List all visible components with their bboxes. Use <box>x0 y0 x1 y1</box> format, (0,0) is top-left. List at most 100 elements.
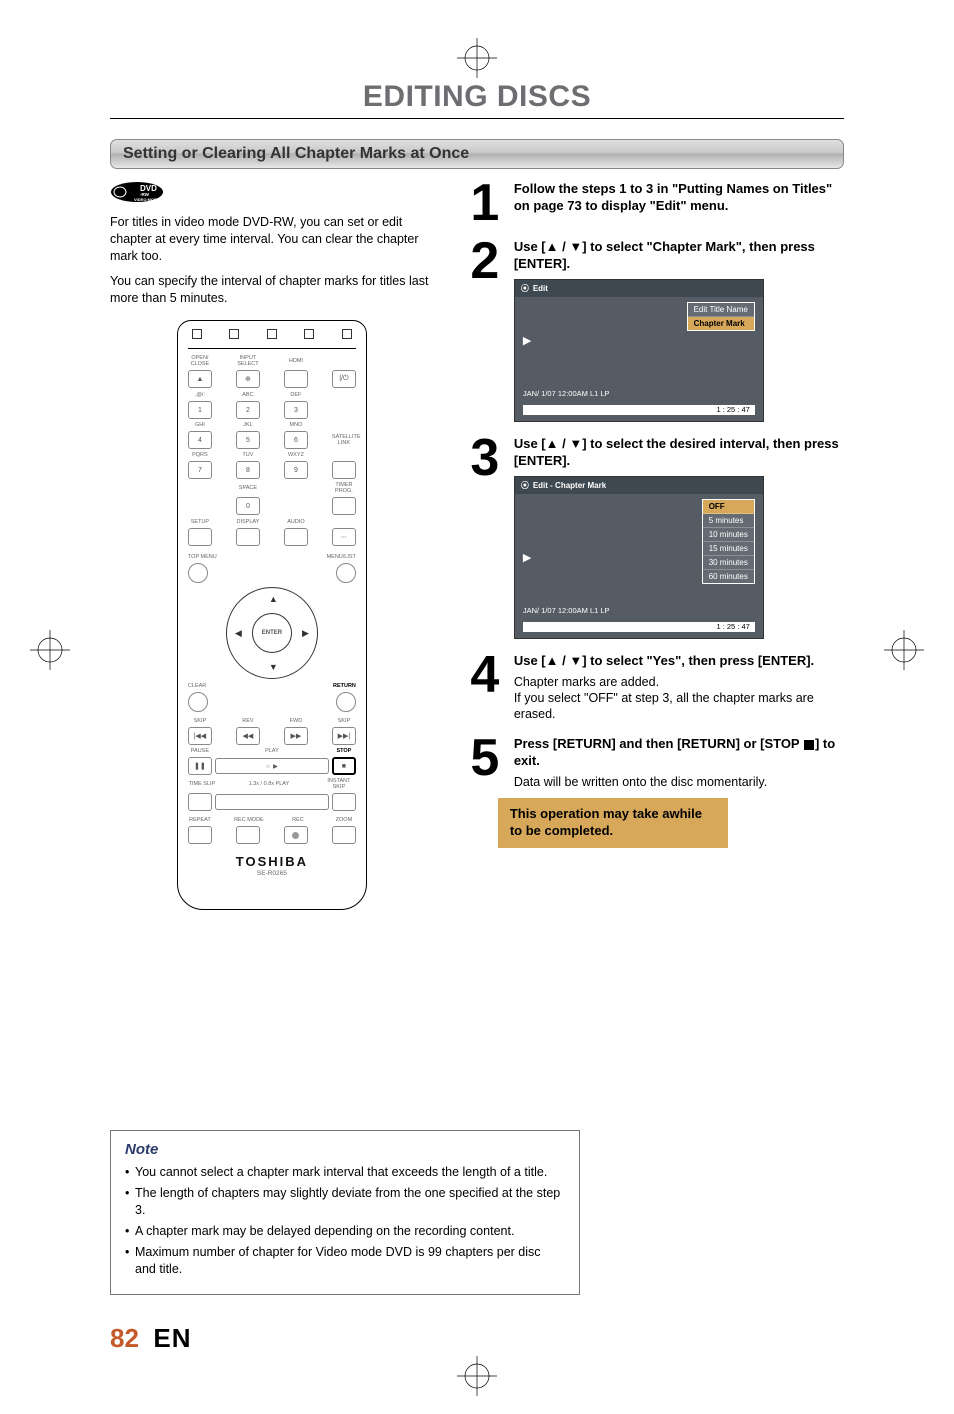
note-box: Note You cannot select a chapter mark in… <box>110 1130 580 1294</box>
power-button[interactable]: |/⏻ <box>332 370 356 388</box>
note-item: The length of chapters may slightly devi… <box>125 1185 565 1219</box>
title-rule <box>110 118 844 119</box>
section-heading-bar: Setting or Clearing All Chapter Marks at… <box>110 139 844 169</box>
down-triangle-icon: ▼ <box>569 239 582 254</box>
up-triangle-icon: ▲ <box>546 436 559 451</box>
power-icon: |/⏻ <box>339 375 348 383</box>
page-number: 82 <box>110 1323 139 1353</box>
time-slip-button[interactable] <box>188 793 212 811</box>
osd-progress-bar: 1 : 25 : 47 <box>523 405 755 415</box>
down-triangle-icon: ▼ <box>569 436 582 451</box>
speed-play-button[interactable] <box>215 794 329 810</box>
keypad-7-button[interactable]: 7 <box>188 461 212 479</box>
page-lang: EN <box>153 1323 191 1353</box>
clear-button[interactable] <box>188 692 208 712</box>
down-arrow-icon: ▼ <box>269 662 278 672</box>
page-title: EDITING DISCS <box>110 80 844 114</box>
keypad-2-button[interactable]: 2 <box>236 401 260 419</box>
highlight-note: This operation may take awhile to be com… <box>498 798 728 848</box>
step-number: 4 <box>464 653 506 723</box>
svg-text:VIDEO MODE: VIDEO MODE <box>134 197 160 202</box>
zoom-button[interactable] <box>332 826 356 844</box>
rec-button[interactable] <box>284 826 308 844</box>
rev-button[interactable]: ◀◀ <box>236 727 260 745</box>
step-number: 2 <box>464 239 506 422</box>
record-icon <box>292 832 299 839</box>
stop-button[interactable]: ■ <box>332 757 356 775</box>
timer-prog-button[interactable] <box>332 497 356 515</box>
remote-model: SE-R0265 <box>188 870 356 877</box>
step-2: 2 Use [▲ / ▼] to select "Chapter Mark", … <box>464 239 844 422</box>
subtitle-button[interactable]: ⋯ <box>332 528 356 546</box>
step-number: 1 <box>464 181 506 225</box>
page-footer: 82 EN <box>110 1323 844 1354</box>
step-heading: Use [▲ / ▼] to select the desired interv… <box>514 436 844 470</box>
step-subtext: If you select "OFF" at step 3, all the c… <box>514 690 844 723</box>
open-close-button[interactable]: ▲ <box>188 370 212 388</box>
pause-button[interactable]: ❚❚ <box>188 757 212 775</box>
note-item: A chapter mark may be delayed depending … <box>125 1223 565 1240</box>
keypad-3-button[interactable]: 3 <box>284 401 308 419</box>
step-1: 1 Follow the steps 1 to 3 in "Putting Na… <box>464 181 844 225</box>
keypad-0-button[interactable]: 0 <box>236 497 260 515</box>
keypad-1-button[interactable]: 1 <box>188 401 212 419</box>
remote-control-diagram: OPEN/ CLOSE INPUT SELECT HDMI ▲ ⊕ |/⏻ .@… <box>177 320 367 910</box>
rec-mode-button[interactable] <box>236 826 260 844</box>
top-menu-button[interactable] <box>188 563 208 583</box>
keypad-6-button[interactable]: 6 <box>284 431 308 449</box>
step-number: 3 <box>464 436 506 639</box>
step-heading: Press [RETURN] and then [RETURN] or [STO… <box>514 736 844 770</box>
right-arrow-icon: ▶ <box>302 628 309 639</box>
direction-pad[interactable]: ENTER ▲ ▼ ◀ ▶ <box>226 587 318 679</box>
disc-icon: ⦿ <box>521 283 529 294</box>
note-item: You cannot select a chapter mark interva… <box>125 1164 565 1181</box>
repeat-button[interactable] <box>188 826 212 844</box>
osd-chapter-mark-screenshot: ⦿ Edit - Chapter Mark 1 OFF 5 minutes 10… <box>514 476 764 639</box>
stop-square-icon <box>804 740 814 750</box>
menu-list-button[interactable] <box>336 563 356 583</box>
input-select-button[interactable]: ⊕ <box>236 370 260 388</box>
hdmi-button[interactable] <box>284 370 308 388</box>
return-button[interactable] <box>336 692 356 712</box>
skip-fwd-button[interactable]: ▶▶| <box>332 727 356 745</box>
play-button[interactable]: ○ ▶ <box>215 758 329 774</box>
satellite-link-button[interactable] <box>332 461 356 479</box>
fwd-button[interactable]: ▶▶ <box>284 727 308 745</box>
dvd-rw-badge: DVD -RW VIDEO MODE <box>110 181 164 208</box>
step-3: 3 Use [▲ / ▼] to select the desired inte… <box>464 436 844 639</box>
audio-button[interactable] <box>284 528 308 546</box>
step-number: 5 <box>464 736 506 790</box>
step-subtext: Data will be written onto the disc momen… <box>514 774 844 790</box>
osd-progress-bar: 1 : 25 : 47 <box>523 622 755 632</box>
step-heading: Use [▲ / ▼] to select "Yes", then press … <box>514 653 844 670</box>
up-triangle-icon: ▲ <box>546 239 559 254</box>
keypad-4-button[interactable]: 4 <box>188 431 212 449</box>
up-arrow-icon: ▲ <box>269 594 278 604</box>
down-triangle-icon: ▼ <box>569 653 582 668</box>
step-5: 5 Press [RETURN] and then [RETURN] or [S… <box>464 736 844 790</box>
step-heading: Follow the steps 1 to 3 in "Putting Name… <box>514 181 844 215</box>
display-button[interactable] <box>236 528 260 546</box>
setup-button[interactable] <box>188 528 212 546</box>
step-4: 4 Use [▲ / ▼] to select "Yes", then pres… <box>464 653 844 723</box>
keypad-8-button[interactable]: 8 <box>236 461 260 479</box>
osd-edit-screenshot: ⦿ Edit 1 Edit Title Name Chapter Mark ▶ … <box>514 279 764 422</box>
play-icon: ▶ <box>523 551 531 564</box>
note-title: Note <box>125 1141 565 1158</box>
play-icon: ▶ <box>523 334 531 347</box>
left-arrow-icon: ◀ <box>235 628 242 639</box>
disc-icon: ⦿ <box>521 480 529 491</box>
step-subtext: Chapter marks are added. <box>514 674 844 690</box>
osd-menu: OFF 5 minutes 10 minutes 15 minutes 30 m… <box>702 499 755 584</box>
skip-back-button[interactable]: |◀◀ <box>188 727 212 745</box>
instant-skip-button[interactable] <box>332 793 356 811</box>
step-heading: Use [▲ / ▼] to select "Chapter Mark", th… <box>514 239 844 273</box>
up-triangle-icon: ▲ <box>546 653 559 668</box>
keypad-5-button[interactable]: 5 <box>236 431 260 449</box>
enter-button[interactable]: ENTER <box>252 613 292 653</box>
osd-menu: Edit Title Name Chapter Mark <box>687 302 755 331</box>
keypad-9-button[interactable]: 9 <box>284 461 308 479</box>
intro-paragraph-2: You can specify the interval of chapter … <box>110 273 434 307</box>
remote-brand: TOSHIBA <box>188 854 356 869</box>
note-item: Maximum number of chapter for Video mode… <box>125 1244 565 1278</box>
